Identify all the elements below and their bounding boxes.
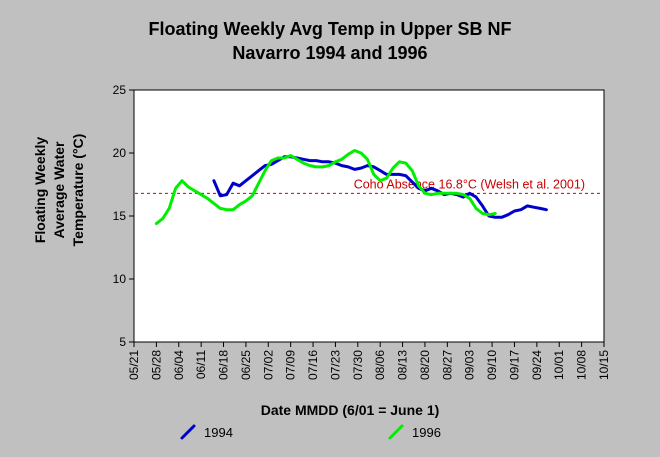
- x-tick-label: 06/04: [172, 350, 186, 380]
- legend-item-1996: 1996: [388, 424, 441, 440]
- x-axis: 05/21 05/28 06/04 06/11 06/18 06/25 07/02 07/09…: [127, 342, 611, 380]
- chart-title: Floating Weekly Avg Temp in Upper SB NF N…: [148, 19, 511, 63]
- x-tick-label: 09/03: [463, 350, 477, 380]
- x-tick-label: 10/15: [597, 350, 611, 380]
- x-tick-label: 05/21: [127, 350, 141, 380]
- reference-line-label: Coho Absence 16.8°C (Welsh et al. 2001): [354, 177, 585, 191]
- x-tick-label: 09/24: [530, 350, 544, 380]
- legend-label: 1996: [412, 425, 441, 440]
- y-axis-title: Floating Weekly Average Water Temperature …: [32, 134, 86, 247]
- y-tick-label: 20: [113, 146, 127, 160]
- x-tick-label: 08/13: [396, 350, 410, 380]
- plot-area: [133, 89, 605, 343]
- y-axis-title-line: Floating Weekly: [32, 137, 48, 244]
- x-tick-label: 07/09: [284, 350, 298, 380]
- x-tick-label: 10/08: [575, 350, 589, 380]
- legend-item-1994: 1994: [180, 424, 233, 440]
- x-tick-label: 06/18: [217, 350, 231, 380]
- x-tick-label: 07/02: [261, 350, 275, 380]
- series-group: [154, 149, 548, 226]
- legend: 1994 1996: [180, 424, 441, 440]
- legend-label: 1994: [204, 425, 233, 440]
- x-tick-label: 05/28: [149, 350, 163, 380]
- x-tick-label: 09/10: [485, 350, 499, 380]
- legend-swatch: [180, 424, 196, 440]
- x-tick-label: 07/30: [351, 350, 365, 380]
- x-tick-label: 06/25: [239, 350, 253, 380]
- x-tick-label: 06/11: [194, 350, 208, 379]
- x-tick-label: 08/06: [373, 350, 387, 380]
- y-axis-title-line: Temperature (°C): [70, 134, 86, 247]
- series-line-1996: [154, 149, 497, 226]
- x-tick-label: 07/23: [328, 350, 342, 380]
- x-tick-label: 08/27: [440, 350, 454, 380]
- x-tick-label: 08/20: [418, 350, 432, 380]
- x-tick-label: 09/17: [507, 350, 521, 380]
- y-tick-label: 25: [113, 83, 127, 97]
- y-tick-label: 5: [119, 335, 126, 349]
- y-axis: 5 10 15 20 25: [113, 83, 134, 349]
- y-tick-label: 15: [113, 209, 127, 223]
- x-tick-label: 07/16: [306, 350, 320, 380]
- x-axis-title: Date MMDD (6/01 = June 1): [261, 402, 440, 418]
- legend-swatch: [388, 424, 404, 440]
- chart-title-line: Navarro 1994 and 1996: [232, 43, 427, 63]
- x-tick-label: 10/01: [552, 350, 566, 380]
- y-tick-label: 10: [113, 272, 127, 286]
- y-axis-title-line: Average Water: [51, 141, 67, 239]
- chart-title-line: Floating Weekly Avg Temp in Upper SB NF: [148, 19, 511, 39]
